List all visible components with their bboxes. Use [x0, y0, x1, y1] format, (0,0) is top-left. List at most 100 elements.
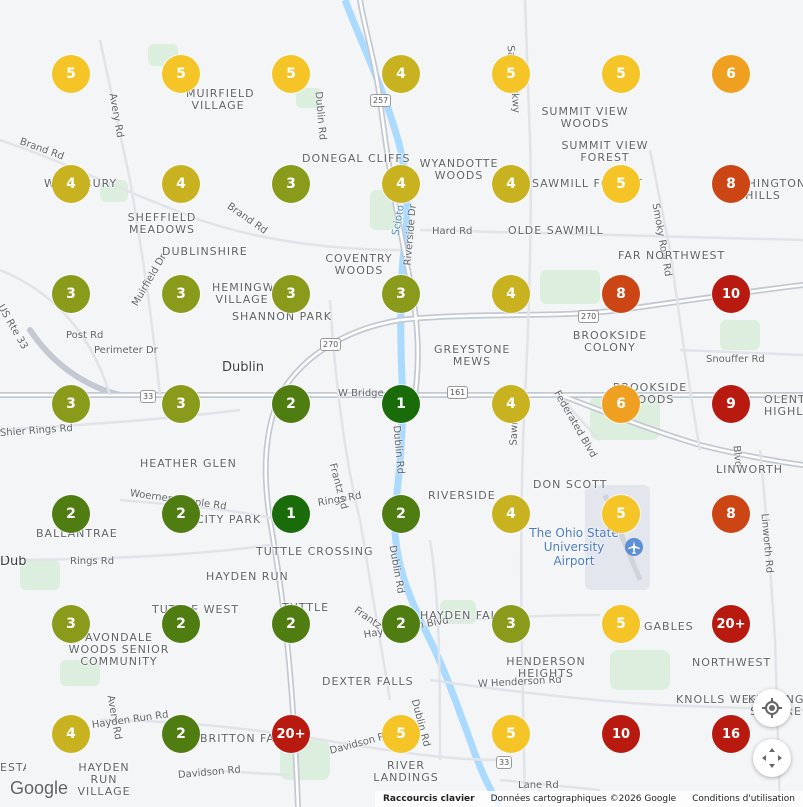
neighborhood-label: RIVERSIDE [428, 489, 496, 502]
cluster-marker[interactable]: 4 [382, 165, 420, 203]
city-label: Dublin [222, 360, 264, 375]
cluster-marker[interactable]: 1 [382, 385, 420, 423]
neighborhood-label: SUMMIT VIEW WOODS [541, 105, 629, 130]
neighborhood-label: HAYDEN FALLS [420, 609, 513, 622]
cluster-marker[interactable]: 10 [602, 715, 640, 753]
pan-control-button[interactable] [753, 739, 791, 777]
cluster-marker[interactable]: 5 [492, 715, 530, 753]
neighborhood-label: HAYDEN RUN VILLAGE [77, 761, 131, 798]
cluster-marker[interactable]: 5 [272, 55, 310, 93]
road-label: Post Rd [66, 330, 104, 341]
cluster-marker[interactable]: 4 [52, 165, 90, 203]
cluster-marker[interactable]: 3 [382, 275, 420, 313]
neighborhood-label: HAYDEN RUN [206, 570, 289, 583]
keyboard-shortcuts-link[interactable]: Raccourcis clavier [382, 794, 475, 804]
cluster-marker[interactable]: 5 [602, 605, 640, 643]
cluster-marker[interactable]: 4 [492, 385, 530, 423]
road-label: Lane Rd [518, 780, 559, 791]
cluster-marker[interactable]: 3 [272, 165, 310, 203]
neighborhood-label: WYANDOTTE WOODS [419, 157, 499, 182]
cluster-marker[interactable]: 2 [162, 495, 200, 533]
neighborhood-label: GABLES [644, 620, 694, 633]
cluster-marker[interactable]: 3 [272, 275, 310, 313]
cluster-marker[interactable]: 3 [492, 605, 530, 643]
cluster-marker[interactable]: 2 [52, 495, 90, 533]
cluster-marker[interactable]: 1 [272, 495, 310, 533]
cluster-marker[interactable]: 4 [162, 165, 200, 203]
neighborhood-label: OLDE SAWMILL [508, 224, 604, 237]
neighborhood-label: DON SCOTT [533, 478, 608, 491]
cluster-marker[interactable]: 3 [162, 385, 200, 423]
cluster-marker[interactable]: 6 [712, 55, 750, 93]
cluster-marker[interactable]: 5 [602, 495, 640, 533]
cluster-marker[interactable]: 9 [712, 385, 750, 423]
neighborhood-label: LINWORTH [716, 463, 783, 476]
neighborhood-label: BROOKSIDE COLONY [572, 329, 648, 354]
cluster-marker[interactable]: 2 [272, 605, 310, 643]
road-label: Perimeter Dr [94, 345, 158, 356]
neighborhood-label: HENDERSON HEIGHTS [506, 655, 586, 680]
cluster-marker[interactable]: 6 [602, 385, 640, 423]
cluster-marker[interactable]: 20+ [712, 605, 750, 643]
neighborhood-label: MUIRFIELD VILLAGE [186, 87, 255, 112]
road-label: W Bridge St [338, 388, 398, 399]
cluster-marker[interactable]: 2 [382, 605, 420, 643]
highway-shield: 257 [370, 94, 392, 107]
cluster-marker[interactable]: 8 [602, 275, 640, 313]
cluster-marker[interactable]: 20+ [272, 715, 310, 753]
my-location-button[interactable] [753, 689, 791, 727]
highway-shield: 270 [578, 310, 600, 323]
neighborhood-label: SHEFFIELD MEADOWS [127, 211, 197, 236]
neighborhood-label: OLENTANGY HIGHLANDS [764, 394, 803, 418]
cluster-marker[interactable]: 4 [492, 165, 530, 203]
neighborhood-label: HEATHER GLEN [140, 457, 237, 470]
cluster-marker[interactable]: 3 [52, 385, 90, 423]
neighborhood-label: ESTATES [0, 762, 26, 774]
cluster-marker[interactable]: 5 [162, 55, 200, 93]
neighborhood-label: CITY PARK [196, 513, 262, 526]
cluster-marker[interactable]: 5 [52, 55, 90, 93]
neighborhood-label: DONEGAL CLIFFS [302, 152, 411, 165]
attribution-bar: Raccourcis clavier Données cartographiqu… [374, 791, 803, 807]
neighborhood-label: BALLANTRAE [36, 527, 118, 540]
neighborhood-label: KNOLLS WEST [676, 693, 766, 706]
cluster-marker[interactable]: 5 [602, 165, 640, 203]
cluster-marker[interactable]: 2 [162, 605, 200, 643]
neighborhood-label: DEXTER FALLS [322, 675, 414, 688]
cluster-marker[interactable]: 2 [272, 385, 310, 423]
cluster-marker[interactable]: 5 [492, 55, 530, 93]
city-label: Dublin [0, 556, 26, 568]
cluster-marker[interactable]: 5 [602, 55, 640, 93]
highway-shield: 33 [140, 390, 157, 403]
cluster-marker[interactable]: 4 [382, 55, 420, 93]
neighborhood-label: FAR NORTHWEST [618, 249, 726, 262]
cluster-marker[interactable]: 4 [492, 275, 530, 313]
highway-shield: 33 [496, 756, 513, 769]
neighborhood-label: GREYSTONE MEWS [434, 343, 511, 368]
cluster-marker[interactable]: 3 [52, 275, 90, 313]
road-label: Hard Rd [432, 226, 473, 237]
neighborhood-label: RIVER LANDINGS [373, 759, 439, 784]
neighborhood-label: SUMMIT VIEW FOREST [561, 139, 649, 164]
neighborhood-label: COVENTRY WOODS [325, 252, 393, 277]
cluster-marker[interactable]: 4 [52, 715, 90, 753]
google-logo: Google [10, 778, 69, 798]
cluster-marker[interactable]: 2 [162, 715, 200, 753]
cluster-marker[interactable]: 16 [712, 715, 750, 753]
neighborhood-label: HEMINGWAY VILLAGE [212, 282, 272, 306]
cluster-marker[interactable]: 2 [382, 495, 420, 533]
neighborhood-label: NORTHWEST [692, 656, 772, 669]
terms-link[interactable]: Conditions d'utilisation [692, 794, 795, 804]
cluster-marker[interactable]: 3 [162, 275, 200, 313]
cluster-marker[interactable]: 3 [52, 605, 90, 643]
cluster-marker[interactable]: 8 [712, 165, 750, 203]
airport-label: The Ohio State University Airport [529, 526, 619, 568]
cluster-marker[interactable]: 8 [712, 495, 750, 533]
cluster-marker[interactable]: 10 [712, 275, 750, 313]
map-data-attribution: Données cartographiques ©2026 Google [490, 794, 677, 804]
pan-arrows-icon [762, 748, 782, 768]
cluster-marker[interactable]: 5 [382, 715, 420, 753]
neighborhood-label: DUBLINSHIRE [162, 245, 248, 258]
cluster-marker[interactable]: 4 [492, 495, 530, 533]
